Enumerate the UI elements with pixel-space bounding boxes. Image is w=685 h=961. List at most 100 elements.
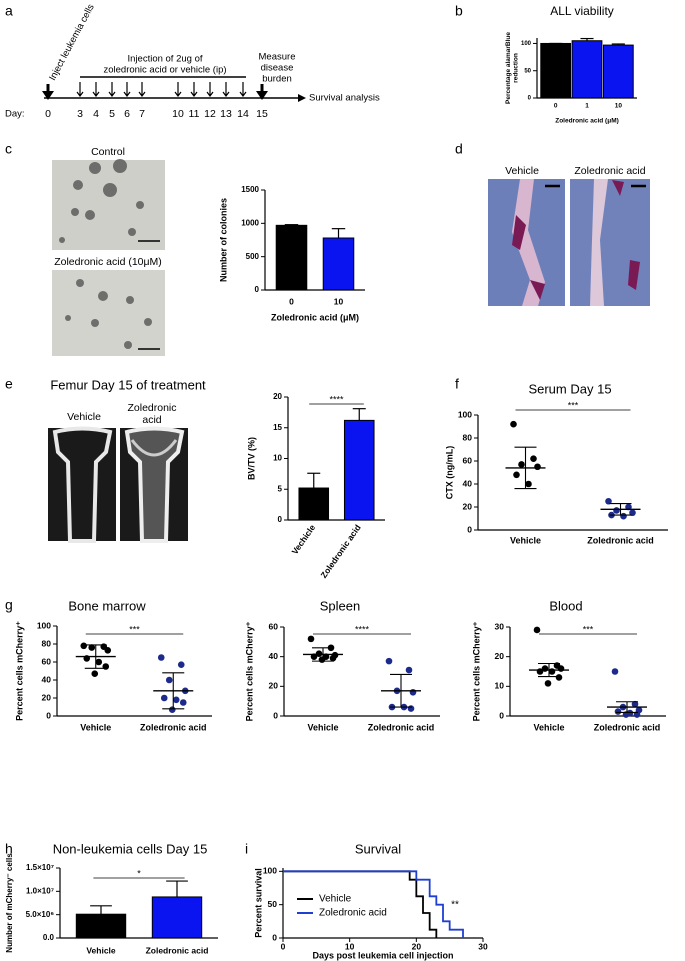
bar (602, 44, 634, 99)
y-tick-label: 20 (495, 651, 505, 661)
y-tick-label: 1.5×10⁷ (26, 863, 54, 872)
point (409, 688, 417, 696)
panel-label: a (5, 3, 13, 19)
ct-scan (48, 426, 116, 543)
x-tick-label: Zoledronic acid (594, 722, 661, 732)
x-tick-label: 0 (289, 296, 294, 306)
y-tick-label: 5 (278, 484, 283, 493)
day-numbers: 0 3 4 5 6 7 10 11 12 13 14 15 (45, 108, 268, 120)
point (510, 420, 517, 428)
micrograph (52, 159, 165, 250)
stain (612, 180, 640, 290)
chart-title: ALL viability (550, 4, 614, 18)
panel-label: h (5, 841, 13, 857)
y-tick-label: 0 (499, 710, 504, 720)
bar (571, 40, 603, 99)
arrowhead (298, 94, 306, 102)
y-tick-label: 10 (495, 681, 505, 691)
x-tick-label: 10 (345, 941, 355, 951)
y-axis-label: Percent survival (253, 868, 263, 938)
point (544, 680, 552, 687)
point (534, 463, 541, 471)
micrograph (52, 270, 165, 356)
point (548, 668, 556, 675)
x-tick-label: 10 (615, 103, 623, 110)
ct-scan (120, 426, 188, 543)
significance-label: *** (129, 624, 140, 634)
image (52, 160, 165, 250)
point (160, 694, 168, 702)
point (177, 661, 185, 668)
y-tick-label: 0 (255, 285, 260, 294)
y-tick-label: 1500 (241, 185, 259, 194)
x-tick-label: 0 (554, 103, 558, 110)
x-tick-label: Vehicle (86, 945, 116, 955)
arrow (190, 82, 198, 97)
chart-title: Serum Day 15 (528, 381, 611, 396)
point (613, 507, 620, 514)
bar (322, 237, 355, 291)
y-tick-label: 50 (524, 68, 531, 74)
stain (512, 215, 545, 300)
legend-label: Zoledronic acid (319, 908, 387, 919)
image (52, 270, 165, 356)
timeline-label: zoledronic acid or vehicle (ip) (103, 65, 226, 76)
day: 0 (45, 108, 51, 120)
point (525, 480, 532, 488)
y-tick-label: 0.0 (43, 933, 55, 942)
trabecular (130, 439, 178, 457)
bar (540, 42, 572, 99)
y-tick-label: 0 (46, 710, 51, 720)
timeline-label: disease (261, 63, 294, 74)
point (315, 650, 323, 657)
x-tick-label: 10 (334, 296, 344, 306)
bar (75, 913, 127, 939)
x-tick-label: 30 (478, 941, 488, 951)
bar (275, 224, 308, 291)
y-axis-label: reduction (512, 53, 519, 83)
point (405, 666, 413, 674)
x-tick-label: Zoledronic acid (587, 535, 654, 545)
panel-label: b (455, 3, 463, 19)
y-tick-label: 40 (42, 674, 52, 684)
y-tick-label: 40 (269, 651, 279, 661)
x-tick-label: 0 (281, 941, 286, 951)
arrow (108, 82, 116, 97)
point (557, 665, 565, 672)
y-tick-label: 80 (463, 432, 473, 442)
image-caption: acid (142, 414, 161, 426)
colonies (59, 159, 144, 243)
image-caption: Zoledronic (127, 402, 176, 414)
chart-title: Spleen (320, 598, 360, 613)
colonies (65, 279, 152, 349)
panel-title: Femur Day 15 of treatment (50, 377, 206, 392)
histology (488, 179, 565, 306)
y-tick-label: 1000 (241, 218, 259, 227)
day: 13 (220, 108, 232, 120)
point (104, 647, 112, 654)
significance-label: *** (583, 624, 594, 634)
y-tick-label: 60 (42, 656, 52, 666)
point (620, 512, 627, 520)
point (614, 708, 622, 715)
arrow (76, 82, 84, 97)
y-axis-label: BV/TV (%) (246, 437, 256, 480)
y-tick-label: 0 (272, 932, 277, 942)
bone (590, 179, 608, 306)
point (530, 455, 537, 463)
y-tick-label: 20 (463, 501, 473, 511)
significance-label: * (137, 868, 141, 878)
day: 15 (256, 108, 268, 120)
image-caption: Zoledronic acid (574, 165, 645, 177)
y-tick-label: 50 (268, 899, 278, 909)
chart-title: Bone marrow (68, 598, 146, 613)
point (318, 656, 326, 663)
y-tick-label: 60 (463, 455, 473, 465)
y-tick-label: 500 (246, 252, 260, 261)
day: 4 (93, 108, 99, 120)
significance-label: ** (451, 900, 459, 911)
timeline-label: burden (262, 74, 292, 85)
arrowhead (42, 91, 54, 100)
arrow (123, 82, 131, 97)
